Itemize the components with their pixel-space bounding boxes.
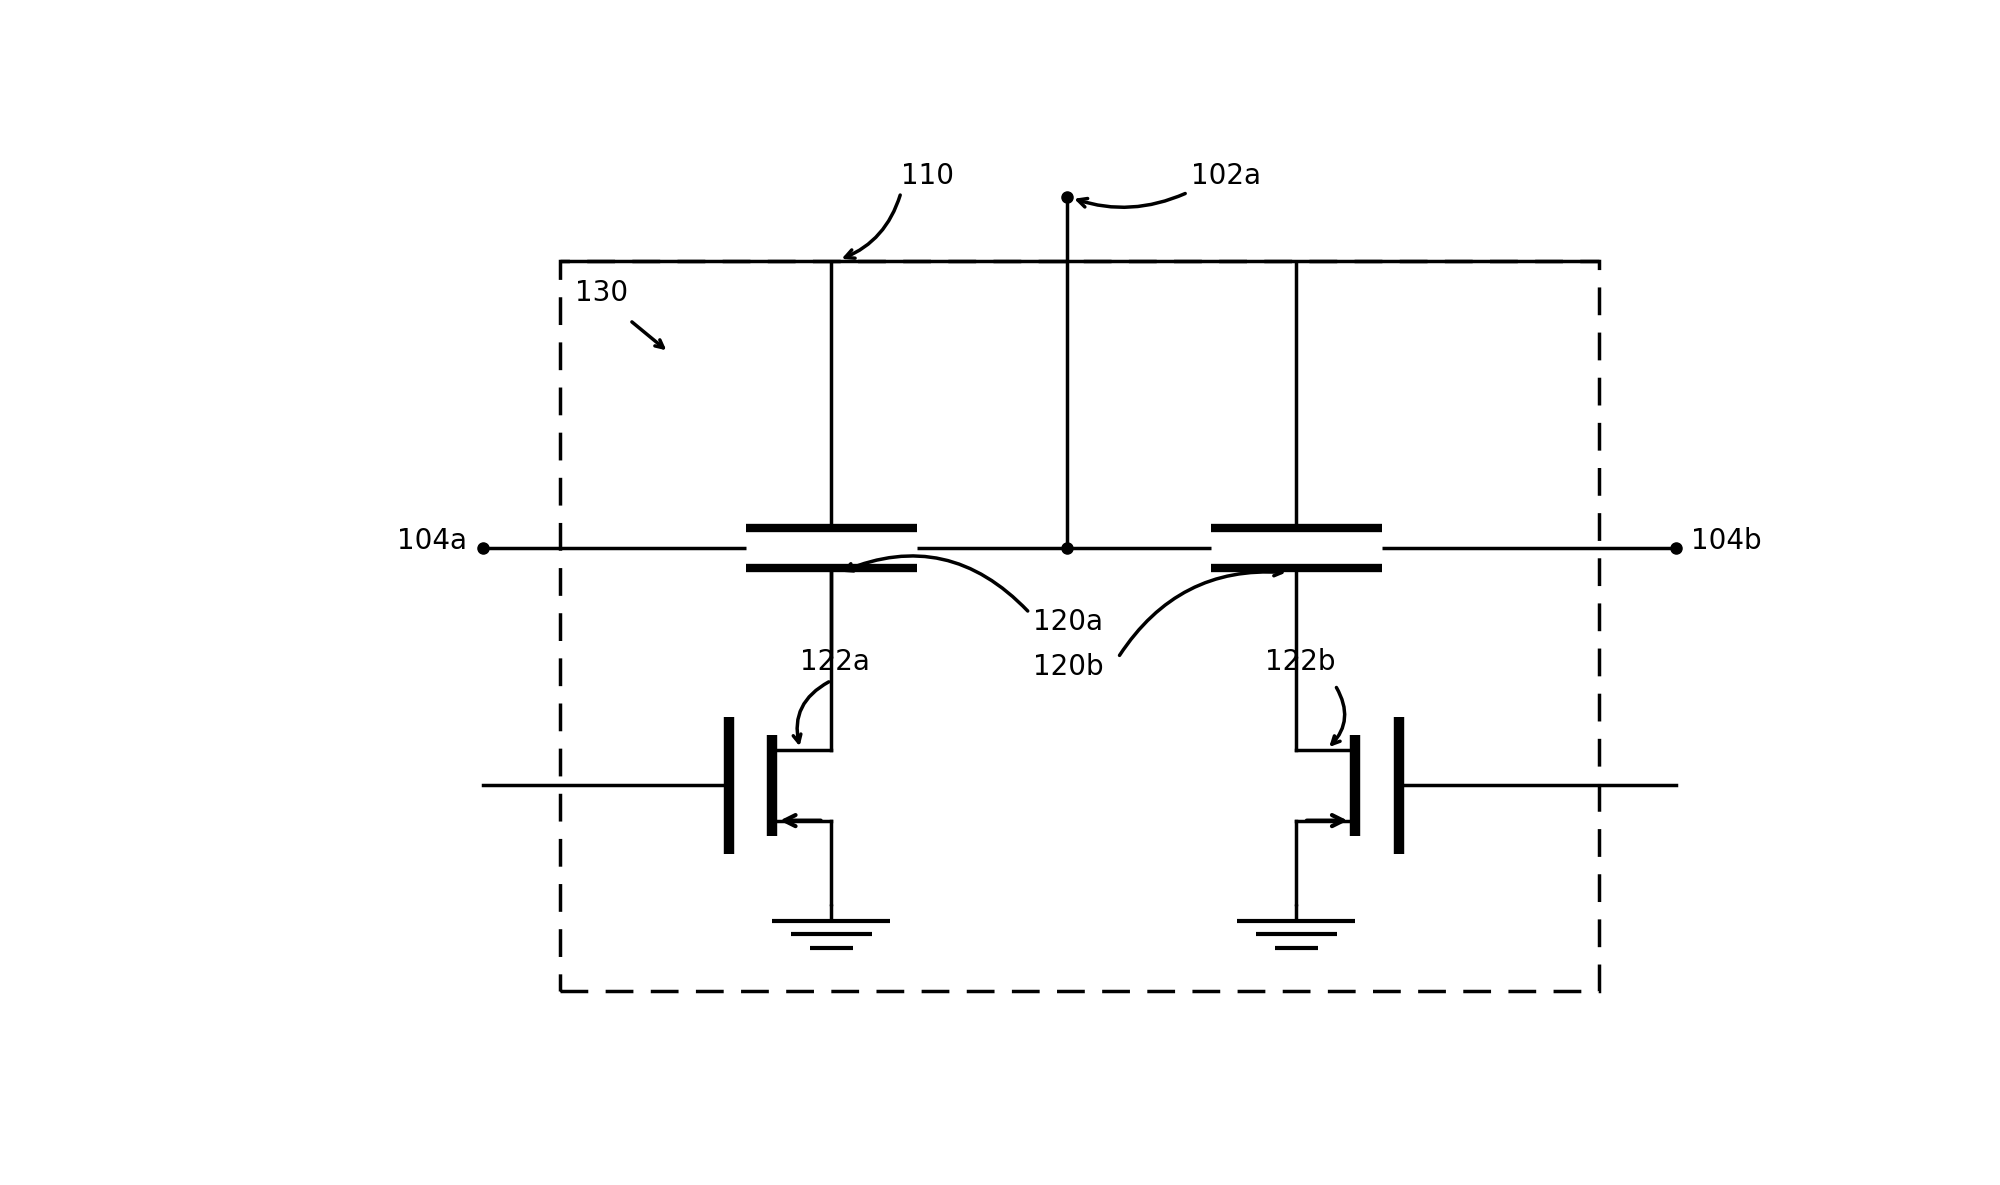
Text: 104b: 104b [1692,527,1762,555]
Text: 110: 110 [900,161,954,190]
Text: 122a: 122a [800,648,870,675]
Text: 120b: 120b [1032,653,1104,681]
Text: 102a: 102a [1190,161,1260,190]
Text: 122b: 122b [1266,648,1336,675]
Bar [560,261,1598,991]
Text: 130: 130 [576,280,628,307]
Text: 120a: 120a [1032,608,1102,635]
Text: 104a: 104a [396,527,468,555]
